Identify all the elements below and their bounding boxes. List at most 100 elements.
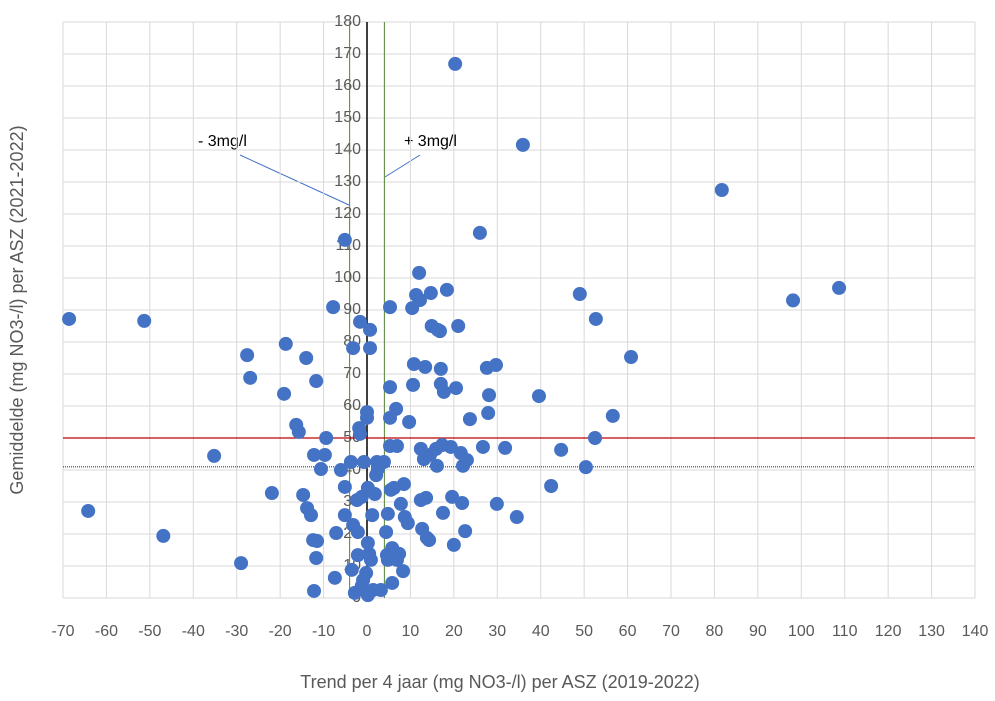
point: [498, 440, 513, 455]
point: [333, 463, 348, 477]
point: [509, 510, 524, 525]
point: [156, 528, 171, 543]
point: [346, 341, 361, 356]
point: [786, 293, 801, 308]
point: [207, 448, 222, 463]
point: [383, 300, 398, 315]
y-tick-label: 70: [343, 365, 361, 382]
point: [588, 311, 603, 326]
point: [402, 415, 417, 429]
x-tick-label: 130: [918, 623, 945, 640]
y-axis-title: Gemiddelde (mg NO3-/l) per ASZ (2021-202…: [7, 125, 27, 494]
point: [544, 479, 559, 493]
x-tick-label: -10: [312, 623, 335, 640]
point: [343, 455, 358, 469]
point: [373, 583, 388, 597]
point: [624, 350, 639, 365]
point: [353, 314, 368, 329]
point: [462, 412, 477, 427]
point: [475, 439, 490, 454]
point: [393, 496, 408, 511]
point: [389, 439, 404, 453]
point: [588, 431, 602, 445]
x-tick-label: -70: [51, 623, 74, 640]
point: [832, 280, 847, 295]
x-tick-label: 120: [875, 623, 902, 640]
point: [489, 496, 504, 511]
point: [327, 570, 342, 585]
point: [451, 319, 466, 333]
x-tick-label: 40: [532, 623, 550, 640]
point: [376, 455, 391, 469]
y-tick-label: 160: [334, 77, 361, 94]
point: [406, 377, 421, 392]
x-tick-label: 30: [488, 623, 506, 640]
point: [240, 348, 255, 363]
point: [423, 286, 438, 301]
point: [458, 524, 473, 539]
point: [291, 424, 306, 439]
x-tick-label: 90: [749, 623, 767, 640]
point: [472, 225, 487, 240]
point: [449, 381, 464, 396]
point: [515, 137, 530, 152]
x-tick-label: -20: [269, 623, 292, 640]
point: [714, 183, 729, 197]
point: [307, 583, 322, 598]
point: [554, 442, 569, 457]
point: [488, 358, 503, 373]
y-tick-label: 60: [343, 397, 361, 414]
x-tick-label: 60: [619, 623, 637, 640]
point: [406, 357, 421, 372]
y-tick-label: 150: [334, 109, 361, 126]
point: [459, 453, 474, 468]
point: [353, 426, 368, 441]
point: [359, 566, 374, 581]
point: [446, 537, 461, 552]
point: [412, 265, 427, 280]
point: [385, 575, 400, 590]
point: [578, 460, 593, 475]
point: [396, 477, 411, 492]
point: [455, 495, 470, 510]
point: [264, 486, 279, 501]
point: [337, 232, 352, 247]
point: [137, 313, 152, 328]
x-tick-label: 140: [962, 623, 989, 640]
point: [418, 359, 433, 374]
x-tick-label: -40: [182, 623, 205, 640]
point: [422, 533, 437, 548]
y-tick-label: 120: [334, 205, 361, 222]
point: [313, 462, 328, 477]
x-tick-label: 80: [706, 623, 724, 640]
y-tick-label: 140: [334, 141, 361, 158]
point: [365, 508, 380, 523]
point: [448, 56, 463, 71]
point: [337, 508, 352, 523]
point: [439, 282, 454, 297]
point: [299, 351, 314, 365]
point: [389, 401, 404, 416]
point: [278, 336, 293, 351]
point: [363, 322, 378, 337]
point: [309, 551, 324, 565]
point: [62, 311, 77, 326]
annotation-leader: [384, 154, 421, 178]
point: [379, 525, 394, 540]
point: [326, 300, 341, 315]
point: [605, 408, 620, 423]
point: [243, 370, 258, 385]
x-tick-label: 10: [402, 623, 420, 640]
point: [419, 490, 434, 505]
x-tick-label: -30: [225, 623, 248, 640]
point: [296, 487, 311, 502]
y-tick-label: 180: [334, 13, 361, 30]
point: [317, 447, 332, 462]
point: [400, 516, 415, 531]
point: [344, 562, 359, 577]
point: [319, 431, 334, 445]
point: [572, 287, 587, 301]
point: [337, 479, 352, 494]
point: [277, 386, 292, 401]
